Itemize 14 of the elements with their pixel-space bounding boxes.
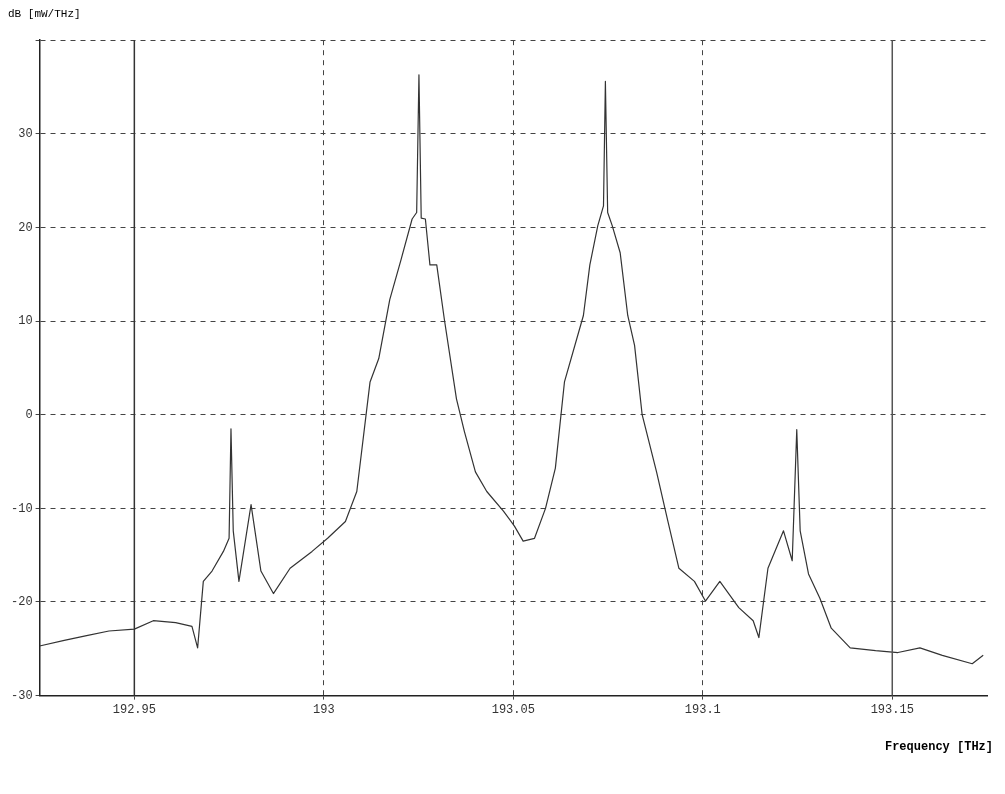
y-axis-title: dB [mW/THz] [8,8,82,22]
x-tick-label: 193 [313,702,335,717]
y-tick-label: -30 [10,688,33,703]
y-tick-label: 30 [18,127,33,141]
y-tick-label: 10 [18,314,33,329]
x-tick-label: 193.1 [684,702,721,717]
x-tick-label: 192.95 [112,702,156,717]
y-tick-label: -20 [10,595,33,610]
x-axis-title: Frequency [THz] [883,740,993,754]
y-tick-label: -10 [10,501,33,516]
y-tick-label: 20 [18,220,33,235]
y-tick-label: 0 [25,407,33,422]
x-tick-label: 193.15 [870,702,914,717]
x-tick-label: 193.05 [491,702,535,717]
